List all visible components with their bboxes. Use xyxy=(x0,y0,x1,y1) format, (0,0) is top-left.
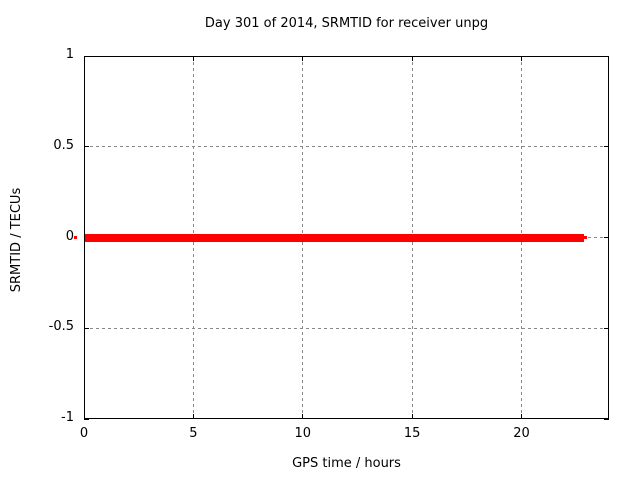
y-tick-label: -0.5 xyxy=(48,319,74,335)
grid-line-horizontal xyxy=(84,327,609,329)
y-axis-mirror-tick xyxy=(604,237,609,238)
y-axis-mirror-tick xyxy=(604,418,609,420)
data-line-cap xyxy=(584,236,588,239)
x-axis-mirror-tick xyxy=(192,56,194,61)
x-tick-label: 0 xyxy=(79,426,89,441)
x-axis-tick xyxy=(302,414,304,419)
x-tick-label: 10 xyxy=(294,426,312,441)
y-axis-mirror-tick xyxy=(604,327,609,329)
x-axis-mirror-tick xyxy=(302,56,304,61)
y-axis-tick xyxy=(84,327,89,329)
y-tick-label: 0.5 xyxy=(53,137,74,153)
chart-title: Day 301 of 2014, SRMTID for receiver unp… xyxy=(204,16,489,31)
x-axis-tick xyxy=(411,414,413,419)
y-axis-mirror-tick xyxy=(604,146,609,148)
x-axis-tick xyxy=(521,414,522,419)
y-tick-label: 1 xyxy=(65,47,74,62)
x-tick-label: 20 xyxy=(513,426,530,441)
y-axis-mirror-tick xyxy=(604,55,609,57)
grid-line-horizontal xyxy=(84,146,609,148)
y-axis-tick xyxy=(84,418,89,420)
plot-area xyxy=(73,55,609,420)
x-tick-label: 15 xyxy=(403,426,421,441)
x-axis-tick xyxy=(192,414,194,419)
x-axis-mirror-tick xyxy=(521,56,522,61)
x-axis-mirror-tick xyxy=(83,56,85,61)
x-tick-label: 5 xyxy=(189,426,198,441)
x-axis-label: GPS time / hours xyxy=(292,456,401,471)
y-tick-label: 0 xyxy=(65,228,74,244)
data-line-cap xyxy=(73,236,78,239)
y-tick-label: -1 xyxy=(61,410,74,425)
y-axis-tick xyxy=(84,55,89,57)
y-axis-tick xyxy=(84,146,89,148)
x-axis-mirror-tick xyxy=(411,56,413,61)
data-line-srmtid xyxy=(84,233,585,242)
